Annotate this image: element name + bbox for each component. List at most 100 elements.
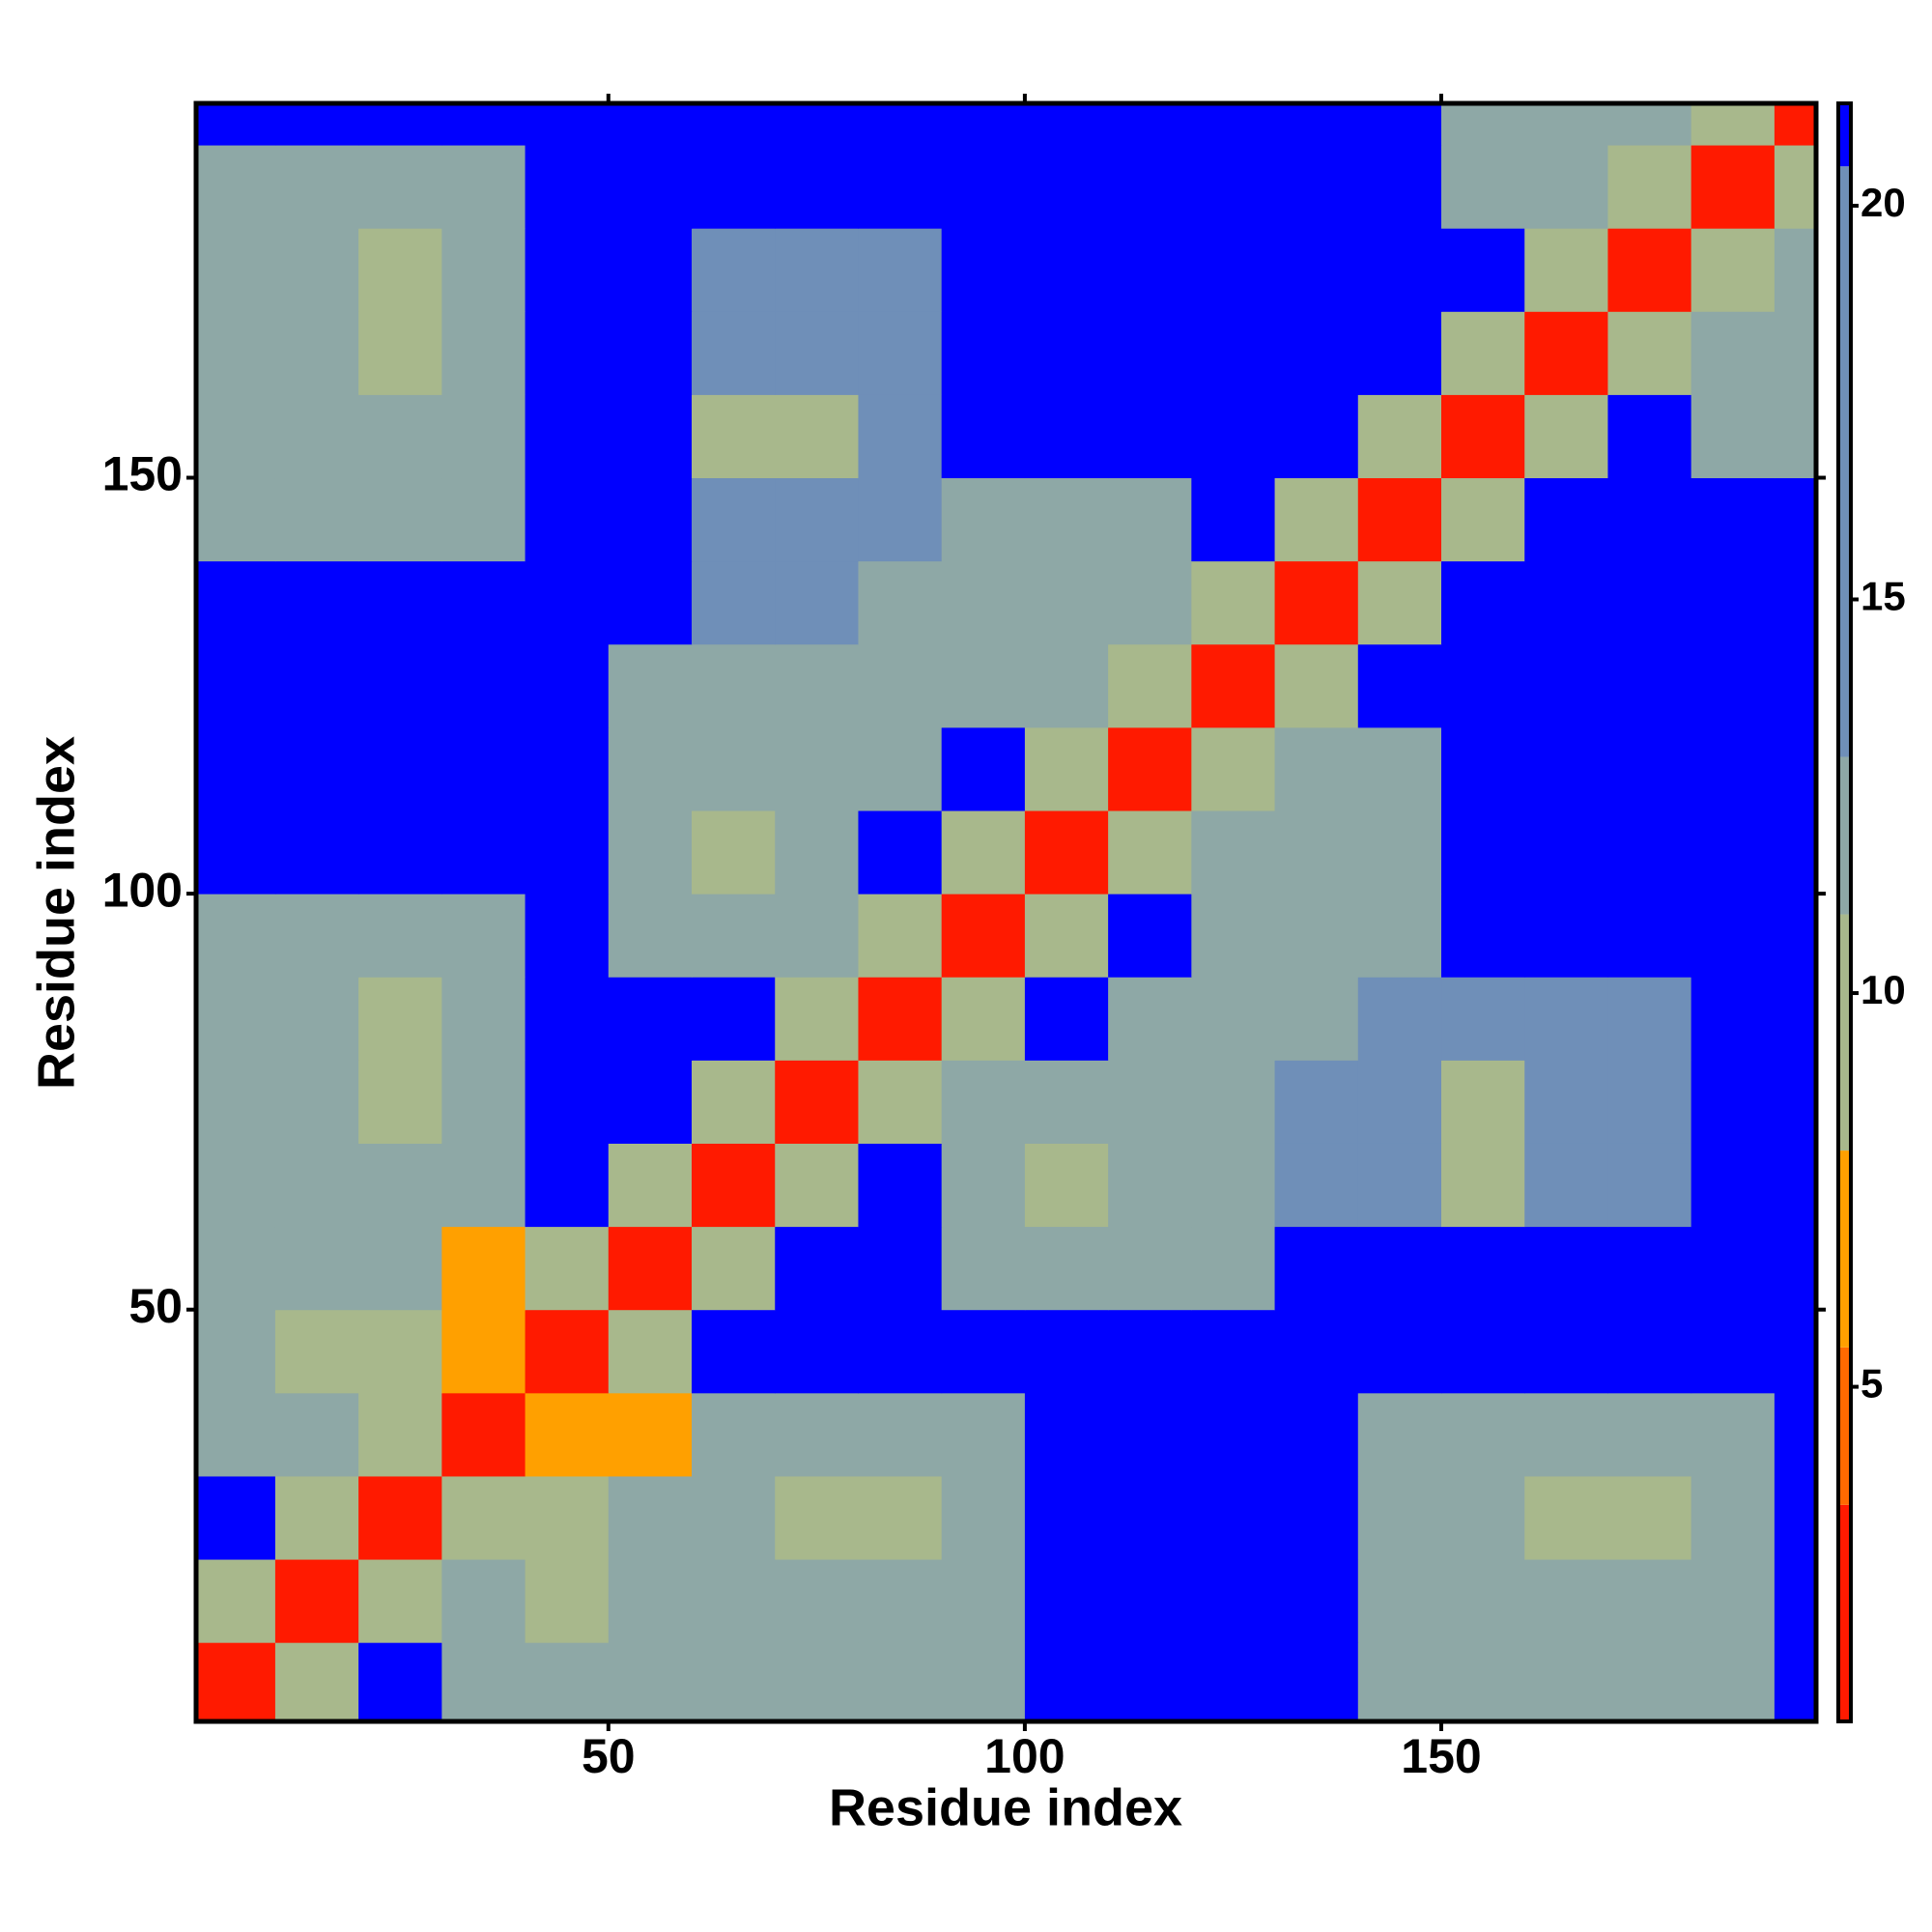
heatmap-cell: [858, 1559, 943, 1643]
heatmap-cell: [441, 1226, 526, 1311]
heatmap-cell: [1774, 1642, 1816, 1721]
heatmap-cell: [858, 894, 943, 978]
heatmap-cell: [941, 311, 1026, 395]
heatmap-cell: [858, 228, 943, 312]
heatmap-cell: [525, 1559, 610, 1643]
heatmap-cell: [608, 477, 693, 562]
heatmap-cell: [1357, 643, 1442, 728]
heatmap-cell: [1690, 1392, 1776, 1477]
heatmap-cell: [858, 145, 943, 229]
heatmap-cell: [196, 1309, 276, 1394]
heatmap-cell: [858, 1392, 943, 1477]
heatmap-cell: [608, 1226, 693, 1311]
heatmap-cell: [1191, 394, 1276, 479]
heatmap-cell: [196, 894, 276, 978]
heatmap-cell: [274, 810, 359, 895]
heatmap-cell: [358, 311, 442, 395]
heatmap-cell: [1274, 560, 1359, 645]
heatmap-cell: [775, 560, 859, 645]
heatmap-cell: [1441, 643, 1525, 728]
heatmap-cell: [1441, 810, 1525, 895]
heatmap-cell: [941, 643, 1026, 728]
heatmap-cell: [941, 1392, 1026, 1477]
heatmap-cell: [1607, 1143, 1692, 1228]
heatmap-cell: [358, 977, 442, 1061]
heatmap-cell: [1191, 1642, 1276, 1721]
heatmap-cell: [1690, 1309, 1776, 1394]
heatmap-cell: [1357, 103, 1442, 146]
colorbar-band: [1838, 756, 1851, 915]
heatmap-cell: [358, 477, 442, 562]
heatmap-cell: [1774, 1392, 1816, 1477]
heatmap-cells: [196, 103, 1816, 1721]
heatmap-cell: [1024, 726, 1109, 811]
heatmap-cell: [1524, 1475, 1608, 1560]
heatmap-cell: [441, 726, 526, 811]
heatmap-cell: [196, 394, 276, 479]
heatmap-cell: [692, 1475, 776, 1560]
heatmap-cell: [608, 1060, 693, 1144]
heatmap-cell: [441, 1060, 526, 1144]
heatmap-cell: [1690, 1475, 1776, 1560]
heatmap-cell: [1441, 1475, 1525, 1560]
heatmap-cell: [358, 1559, 442, 1643]
heatmap-cell: [941, 1143, 1026, 1228]
heatmap-cell: [525, 643, 610, 728]
heatmap-cell: [692, 311, 776, 395]
heatmap-cell: [525, 1392, 610, 1477]
heatmap-cell: [1774, 1475, 1816, 1560]
heatmap-cell: [1274, 1475, 1359, 1560]
heatmap-cell: [775, 311, 859, 395]
heatmap-cell: [608, 894, 693, 978]
heatmap-cell: [1774, 643, 1816, 728]
heatmap-cell: [1191, 560, 1276, 645]
heatmap-cell: [1191, 1475, 1276, 1560]
heatmap-cell: [1357, 1226, 1442, 1311]
heatmap-cell: [1524, 394, 1608, 479]
heatmap-cell: [941, 560, 1026, 645]
heatmap-cell: [1441, 228, 1525, 312]
heatmap-cell: [1274, 1559, 1359, 1643]
heatmap-cell: [1191, 1226, 1276, 1311]
heatmap-cell: [1357, 977, 1442, 1061]
heatmap-cell: [1607, 1226, 1692, 1311]
heatmap-cell: [1357, 1475, 1442, 1560]
heatmap-cell: [1441, 103, 1525, 146]
heatmap-cell: [1441, 145, 1525, 229]
heatmap-cell: [1108, 1226, 1192, 1311]
heatmap-cell: [1441, 560, 1525, 645]
heatmap-cell: [1191, 1143, 1276, 1228]
heatmap-cell: [196, 1392, 276, 1477]
heatmap-cell: [692, 560, 776, 645]
heatmap-cell: [1108, 394, 1192, 479]
heatmap-cell: [1108, 977, 1192, 1061]
heatmap-cell: [1690, 394, 1776, 479]
heatmap-cell: [441, 560, 526, 645]
heatmap-cell: [608, 1642, 693, 1721]
colorbar-tick-label: 10: [1861, 967, 1906, 1012]
heatmap-cell: [274, 1143, 359, 1228]
heatmap-cell: [274, 1559, 359, 1643]
heatmap-cell: [358, 394, 442, 479]
heatmap-cell: [1191, 977, 1276, 1061]
plot-frame: [193, 100, 1819, 1724]
heatmap-cell: [858, 1642, 943, 1721]
heatmap-cell: [1774, 894, 1816, 978]
heatmap-cell: [1357, 1060, 1442, 1144]
heatmap-cell: [1441, 1559, 1525, 1643]
heatmap-cell: [1274, 894, 1359, 978]
heatmap-cell: [1357, 228, 1442, 312]
heatmap-cell: [1774, 977, 1816, 1061]
heatmap-cell: [1108, 145, 1192, 229]
heatmap-cell: [1191, 1559, 1276, 1643]
heatmap-cell: [441, 977, 526, 1061]
heatmap-cell: [941, 726, 1026, 811]
heatmap-cell: [1357, 810, 1442, 895]
heatmap-cell: [692, 1226, 776, 1311]
heatmap-cell: [775, 1559, 859, 1643]
heatmap-cell: [1690, 145, 1776, 229]
heatmap-cell: [1524, 560, 1608, 645]
heatmap-cell: [1024, 145, 1109, 229]
heatmap-cell: [1441, 1309, 1525, 1394]
